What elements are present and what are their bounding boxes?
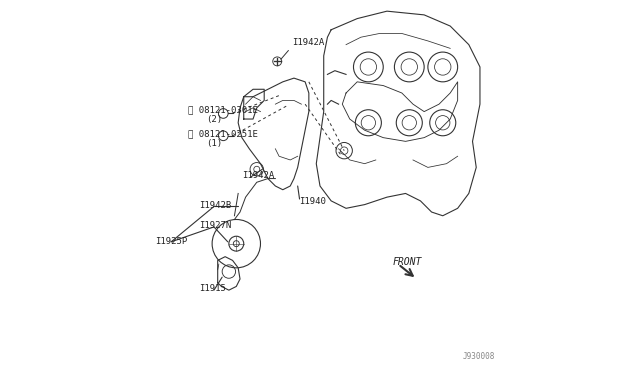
Text: FRONT: FRONT bbox=[392, 257, 422, 267]
Text: Ⓑ 08121-0301E: Ⓑ 08121-0301E bbox=[188, 105, 258, 114]
Text: I1942A: I1942A bbox=[242, 171, 274, 180]
Text: (2): (2) bbox=[207, 115, 223, 124]
Text: I1940: I1940 bbox=[300, 197, 326, 206]
Text: (1): (1) bbox=[207, 140, 223, 148]
Text: I1925P: I1925P bbox=[156, 237, 188, 246]
Text: I1915: I1915 bbox=[199, 284, 226, 293]
Text: J930008: J930008 bbox=[463, 352, 495, 361]
Text: I1927N: I1927N bbox=[199, 221, 231, 230]
Text: I1942B: I1942B bbox=[199, 201, 231, 210]
Text: I1942A: I1942A bbox=[292, 38, 324, 46]
Text: Ⓑ 08121-0251E: Ⓑ 08121-0251E bbox=[188, 129, 258, 138]
